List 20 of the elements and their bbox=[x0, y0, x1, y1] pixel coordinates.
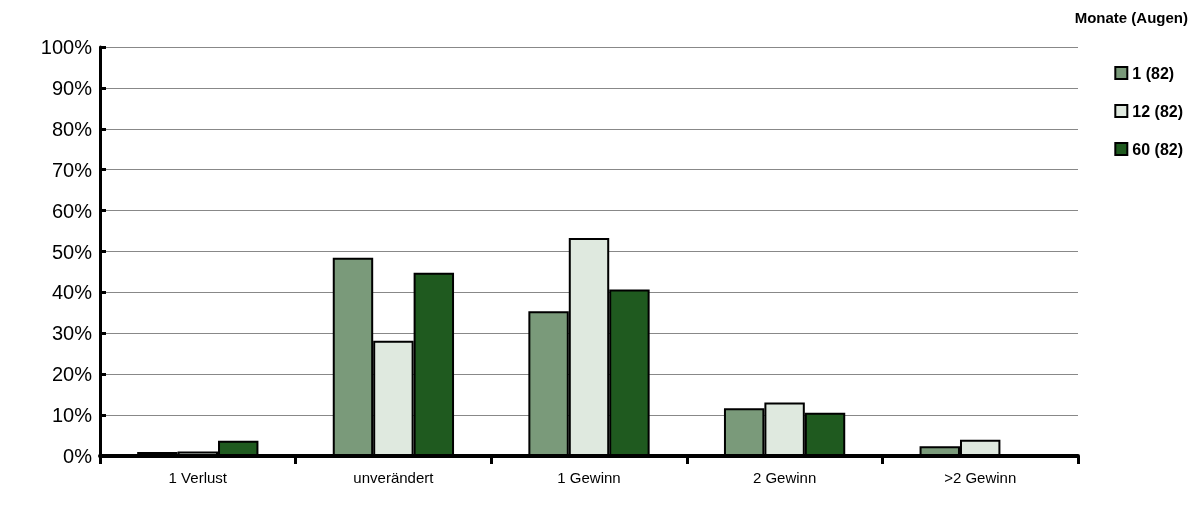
x-tick-label: 1 Gewinn bbox=[557, 469, 621, 486]
y-tick-label: 40% bbox=[51, 281, 93, 304]
y-tick-label: 50% bbox=[51, 240, 93, 263]
legend-title: Monate (Augen) bbox=[1074, 9, 1189, 26]
y-tick-label: 30% bbox=[51, 322, 93, 345]
y-tick-label: 0% bbox=[63, 445, 93, 467]
legend-label: 1 (82) bbox=[1132, 64, 1175, 82]
x-tick-label: 2 Gewinn bbox=[752, 469, 817, 486]
y-tick-label: 100% bbox=[40, 36, 93, 58]
x-tick-label: >2 Gewinn bbox=[944, 469, 1017, 486]
legend-label: 60 (82) bbox=[1132, 140, 1184, 158]
x-tick-label: 1 Verlust bbox=[168, 469, 228, 486]
y-tick-label: 70% bbox=[51, 158, 93, 181]
y-tick-label: 90% bbox=[51, 76, 93, 99]
legend-label: 12 (82) bbox=[1132, 102, 1184, 120]
y-tick-label: 20% bbox=[51, 363, 93, 386]
x-tick-label: unverändert bbox=[353, 469, 435, 486]
y-tick-label: 60% bbox=[51, 199, 93, 222]
y-tick-label: 80% bbox=[51, 117, 93, 140]
y-tick-label: 10% bbox=[51, 404, 93, 427]
